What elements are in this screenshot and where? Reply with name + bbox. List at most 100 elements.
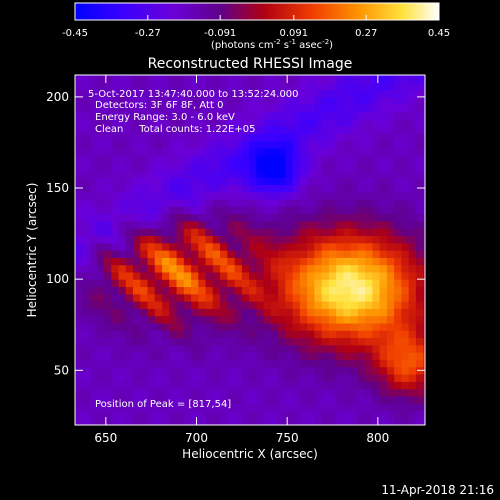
heatmap-cell bbox=[227, 322, 236, 331]
heatmap-cell bbox=[372, 344, 381, 353]
heatmap-cell bbox=[292, 250, 301, 258]
heatmap-cell bbox=[212, 337, 221, 346]
heatmap-cell bbox=[162, 293, 170, 302]
heatmap-cell bbox=[299, 147, 308, 156]
heatmap-cell bbox=[285, 133, 294, 142]
heatmap-cell bbox=[372, 359, 381, 368]
heatmap-cell bbox=[270, 191, 279, 200]
heatmap-cell bbox=[82, 264, 91, 273]
heatmap-cell bbox=[263, 140, 272, 149]
heatmap-cell bbox=[191, 250, 199, 258]
heatmap-cell bbox=[372, 395, 381, 404]
heatmap-cell bbox=[82, 104, 91, 113]
heatmap-cell bbox=[198, 96, 207, 105]
heatmap-cell bbox=[241, 395, 250, 404]
heatmap-cell bbox=[343, 206, 352, 215]
heatmap-cell bbox=[140, 155, 149, 164]
heatmap-cell bbox=[386, 220, 395, 229]
heatmap-cell bbox=[343, 96, 352, 105]
heatmap-cell bbox=[278, 279, 286, 288]
heatmap-cell bbox=[212, 301, 221, 309]
heatmap-cell bbox=[234, 279, 243, 288]
heatmap-cell bbox=[191, 308, 199, 317]
heatmap-cell bbox=[307, 352, 315, 360]
unit-exponent: -2 bbox=[322, 38, 329, 46]
unit-part: asec bbox=[296, 40, 322, 51]
heatmap-cell bbox=[408, 308, 417, 317]
heatmap-cell bbox=[270, 395, 279, 404]
heatmap-cell bbox=[205, 301, 214, 309]
heatmap-cell bbox=[234, 308, 243, 317]
heatmap-cell bbox=[408, 104, 417, 113]
heatmap-cell bbox=[336, 213, 344, 222]
heatmap-cell bbox=[321, 235, 330, 244]
heatmap-cell bbox=[169, 155, 178, 164]
heatmap-cell bbox=[328, 293, 337, 302]
heatmap-cell bbox=[154, 198, 163, 207]
heatmap-cell bbox=[408, 257, 417, 266]
heatmap-cell bbox=[372, 118, 381, 127]
heatmap-cell bbox=[111, 388, 120, 397]
heatmap-cell bbox=[328, 286, 337, 295]
heatmap-cell bbox=[234, 198, 243, 207]
heatmap-cell bbox=[350, 381, 359, 390]
heatmap-cell bbox=[270, 366, 279, 375]
heatmap-cell bbox=[147, 417, 156, 425]
heatmap-cell bbox=[133, 220, 141, 229]
heatmap-cell bbox=[328, 359, 337, 368]
heatmap-cell bbox=[89, 104, 98, 113]
heatmap-cell bbox=[292, 169, 301, 178]
heatmap-cell bbox=[415, 198, 424, 207]
heatmap-cell bbox=[147, 126, 156, 134]
heatmap-cell bbox=[118, 279, 127, 288]
heatmap-cell bbox=[263, 388, 272, 397]
heatmap-cell bbox=[96, 206, 105, 215]
y-axis-label: Heliocentric Y (arcsec) bbox=[25, 183, 39, 318]
heatmap-cell bbox=[234, 403, 243, 412]
heatmap-cell bbox=[227, 155, 236, 164]
heatmap-cell bbox=[321, 133, 330, 142]
heatmap-cell bbox=[307, 242, 315, 251]
heatmap-cell bbox=[321, 271, 330, 280]
heatmap-cell bbox=[307, 206, 315, 215]
heatmap-cell bbox=[162, 75, 170, 83]
heatmap-cell bbox=[336, 330, 344, 339]
heatmap-cell bbox=[227, 388, 236, 397]
heatmap-cell bbox=[205, 104, 214, 113]
heatmap-cell bbox=[198, 301, 207, 309]
heatmap-cell bbox=[183, 330, 192, 339]
heatmap-cell bbox=[234, 271, 243, 280]
heatmap-cell bbox=[176, 352, 185, 360]
heatmap-cell bbox=[104, 191, 112, 200]
heatmap-cell bbox=[285, 417, 294, 425]
heatmap-cell bbox=[285, 352, 294, 360]
heatmap-cell bbox=[350, 191, 359, 200]
heatmap-cell bbox=[350, 96, 359, 105]
heatmap-cell bbox=[205, 242, 214, 251]
heatmap-cell bbox=[386, 417, 395, 425]
heatmap-cell bbox=[256, 264, 265, 273]
heatmap-cell bbox=[241, 417, 250, 425]
heatmap-cell bbox=[176, 147, 185, 156]
heatmap-cell bbox=[379, 155, 388, 164]
heatmap-cell bbox=[314, 169, 323, 178]
heatmap-cell bbox=[343, 381, 352, 390]
heatmap-cell bbox=[292, 198, 301, 207]
heatmap-cell bbox=[154, 330, 163, 339]
heatmap-cell bbox=[328, 75, 337, 83]
heatmap-cell bbox=[111, 264, 120, 273]
heatmap-cell bbox=[212, 359, 221, 368]
heatmap-cell bbox=[343, 250, 352, 258]
heatmap-cell bbox=[234, 169, 243, 178]
heatmap-cell bbox=[125, 96, 134, 105]
heatmap-cell bbox=[75, 271, 83, 280]
heatmap-cell bbox=[176, 96, 185, 105]
heatmap-cell bbox=[169, 257, 178, 266]
heatmap-cell bbox=[285, 410, 294, 419]
heatmap-cell bbox=[336, 337, 344, 346]
heatmap-cell bbox=[350, 301, 359, 309]
heatmap-cell bbox=[183, 286, 192, 295]
heatmap-cell bbox=[314, 359, 323, 368]
heatmap-cell bbox=[365, 147, 374, 156]
heatmap-cell bbox=[154, 82, 163, 91]
